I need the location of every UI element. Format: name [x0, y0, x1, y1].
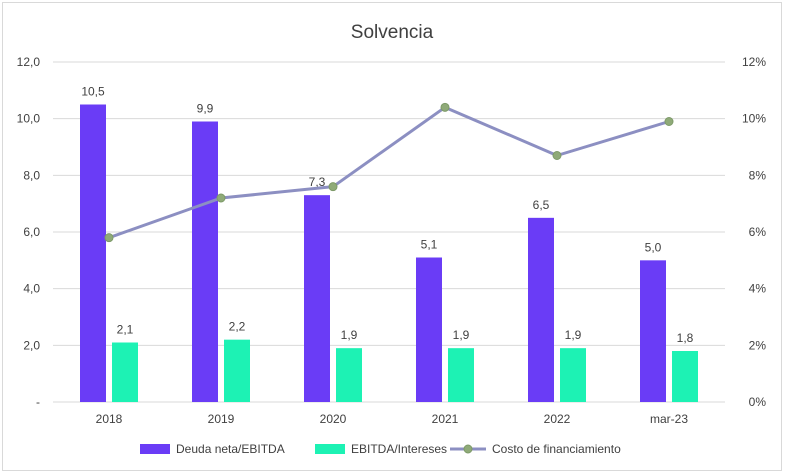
legend: Deuda neta/EBITDA EBITDA/Intereses Costo d…	[140, 442, 621, 456]
bar-ebitda-intereses	[336, 348, 362, 402]
y-right-tick-label: 12%	[742, 55, 766, 69]
x-tick-label: mar-23	[650, 412, 688, 426]
cost-line-point	[104, 233, 114, 243]
x-tick-label: 2022	[544, 412, 571, 426]
bar-data-label: 2,2	[229, 320, 246, 334]
cost-line	[104, 102, 674, 243]
cost-line-point	[328, 182, 338, 192]
x-tick-label: 2019	[208, 412, 235, 426]
bar-data-label: 6,5	[533, 198, 550, 212]
x-axis: 2018 2019 2020 2021 2022 mar-23	[96, 412, 689, 426]
cost-line-path	[108, 105, 670, 240]
bar-deuda-ebitda	[304, 195, 330, 402]
cost-line-point	[440, 102, 450, 112]
y-right-tick-label: 4%	[749, 282, 767, 296]
bar-data-label: 5,0	[645, 240, 662, 254]
legend-label: Deuda neta/EBITDA	[176, 442, 285, 456]
cost-line-point	[664, 117, 674, 126]
bar-ebitda-intereses	[112, 342, 138, 402]
bar-ebitda-intereses	[224, 339, 250, 402]
bar-data-label: 10,5	[81, 85, 105, 99]
legend-swatch	[140, 444, 170, 454]
y-left-tick-label: 6,0	[23, 225, 40, 239]
bar-data-label: 1,9	[565, 328, 582, 342]
bars: 10,5 9,9 7,3 5,1 6,5 5,0 2,1 2,2 1,9 1,9 1,9 1,8	[80, 85, 698, 402]
chart-title: Solvencia	[351, 22, 434, 43]
y-left-tick-label: 4,0	[23, 282, 40, 296]
bar-deuda-ebitda	[416, 257, 442, 402]
right-axis: 0% 2% 4% 6% 8% 10% 12%	[742, 55, 766, 409]
y-right-tick-label: 2%	[749, 338, 767, 352]
y-left-tick-label: 8,0	[23, 168, 40, 182]
bar-data-label: 1,9	[453, 328, 470, 342]
x-tick-label: 2021	[432, 412, 459, 426]
bar-deuda-ebitda	[80, 104, 106, 402]
y-left-tick-label: -	[36, 395, 40, 409]
bar-deuda-ebitda	[192, 121, 218, 402]
cost-line-point	[216, 193, 226, 203]
x-tick-label: 2020	[320, 412, 347, 426]
legend-swatch	[315, 444, 345, 454]
x-tick-label: 2018	[96, 412, 123, 426]
legend-label: Costo de financiamiento	[492, 442, 621, 456]
y-right-tick-label: 10%	[742, 112, 766, 126]
bar-deuda-ebitda	[528, 217, 554, 402]
bar-deuda-ebitda	[640, 260, 666, 402]
bar-ebitda-intereses	[560, 348, 586, 402]
gridlines	[53, 61, 725, 403]
y-right-tick-label: 0%	[749, 395, 767, 409]
y-left-tick-label: 10,0	[17, 112, 41, 126]
y-right-tick-label: 6%	[749, 225, 767, 239]
bar-data-label: 7,3	[309, 175, 326, 189]
bar-data-label: 5,1	[421, 238, 438, 252]
bar-data-label: 9,9	[197, 102, 214, 116]
legend-label: EBITDA/Intereses	[351, 442, 447, 456]
bar-ebitda-intereses	[672, 351, 698, 402]
y-left-tick-label: 12,0	[17, 55, 41, 69]
bar-data-label: 2,1	[117, 323, 134, 337]
left-axis: - 2,0 4,0 6,0 8,0 10,0 12,0	[17, 55, 41, 409]
legend-marker	[463, 444, 473, 454]
cost-line-point	[552, 151, 562, 160]
y-left-tick-label: 2,0	[23, 338, 40, 352]
bar-ebitda-intereses	[448, 348, 474, 402]
bar-data-label: 1,9	[341, 328, 358, 342]
y-right-tick-label: 8%	[749, 168, 767, 182]
bar-data-label: 1,8	[677, 331, 694, 345]
